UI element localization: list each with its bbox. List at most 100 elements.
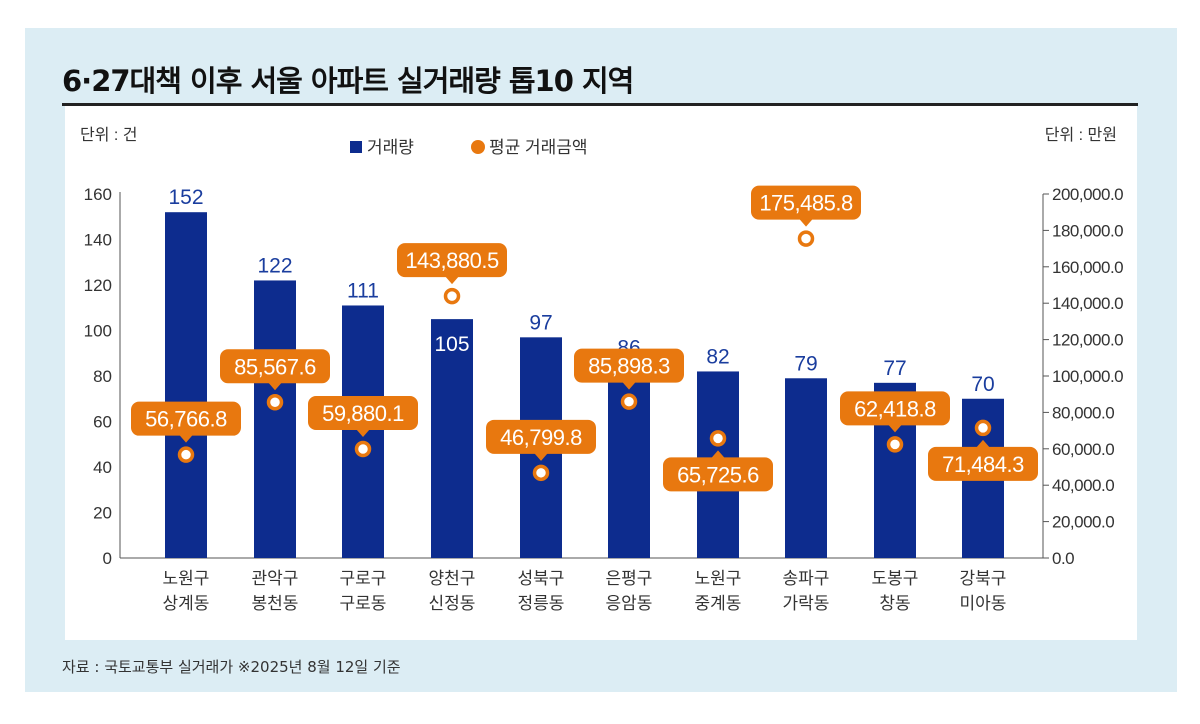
source-note: 자료 : 국토교통부 실거래가 ※2025년 8월 12일 기준 [62,658,401,676]
right-tick-label: 200,000.0 [1052,185,1123,204]
category-label-dong: 봉천동 [252,594,299,613]
price-value-label: 46,799.8 [500,425,582,450]
legend-bar-swatch [350,141,362,153]
bar-value-label: 77 [883,357,906,380]
callout-pointer [711,450,725,459]
right-tick-label: 60,000.0 [1052,440,1114,459]
callout-box [840,391,950,426]
price-callout: 175,485.8 [751,185,861,227]
category-label-dong: 미아동 [960,594,1007,613]
left-tick-label: 100 [84,322,112,341]
price-callout: 59,880.1 [308,396,418,438]
category-label-district: 송파구 [783,569,830,588]
callout-box [220,349,330,384]
price-marker-3 [354,440,372,458]
bar-2 [254,280,296,558]
legend-label-price: 평균 거래금액 [489,138,588,157]
price-value-label: 175,485.8 [759,191,853,216]
price-marker-10 [974,419,992,437]
category-label-dong: 가락동 [783,594,830,613]
price-callout: 46,799.8 [486,419,596,461]
left-tick-label: 160 [84,185,112,204]
right-tick-label: 120,000.0 [1052,331,1123,350]
right-tick-label: 160,000.0 [1052,258,1123,277]
callout-pointer [622,381,636,390]
price-value-label: 62,418.8 [854,396,936,421]
price-value-label: 65,725.6 [677,462,759,487]
price-value-label: 85,567.6 [234,354,316,379]
left-tick-label: 40 [93,458,112,477]
price-marker-8 [797,230,815,247]
price-callout: 85,567.6 [220,349,330,391]
left-tick-label: 60 [93,413,112,432]
left-tick-label: 120 [84,276,112,295]
right-tick-label: 40,000.0 [1052,476,1114,495]
right-tick-label: 80,000.0 [1052,403,1114,422]
left-unit-label: 단위 : 건 [80,126,138,144]
category-label-district: 도봉구 [872,569,919,588]
price-marker-2 [266,394,284,411]
price-marker-1 [177,446,195,463]
callout-box [663,457,773,492]
title-divider [62,103,1138,106]
bar-4 [431,319,473,558]
category-label-dong: 신정동 [429,594,476,613]
price-marker-6 [620,393,638,410]
bar-value-label: 111 [347,279,379,302]
category-label-dong: 정릉동 [518,594,565,613]
price-value-label: 56,766.8 [145,407,227,432]
right-tick-label: 100,000.0 [1052,367,1123,386]
price-callout: 85,898.3 [574,348,684,390]
right-tick-label: 180,000.0 [1052,221,1123,240]
callout-pointer [534,452,548,461]
category-label-district: 강북구 [960,569,1007,588]
callout-box [928,446,1038,481]
bar-1 [165,212,207,558]
bar-value-label: 105 [434,333,469,356]
category-label-dong: 구로동 [340,594,387,613]
right-tick-label: 20,000.0 [1052,513,1114,532]
callout-pointer [356,429,370,438]
category-label-district: 구로구 [340,569,387,588]
callout-pointer [888,424,902,433]
price-marker-9 [886,436,904,453]
callout-pointer [976,439,990,448]
legend-dot-swatch [471,140,485,154]
callout-box [751,185,861,220]
category-label-dong: 창동 [879,594,910,613]
price-callout: 71,484.3 [928,439,1038,481]
price-callout: 143,880.5 [397,243,507,285]
category-label-district: 관악구 [252,569,299,588]
bar-value-label: 152 [168,186,203,209]
bar-6 [608,362,650,558]
left-tick-label: 80 [93,367,112,386]
callout-box [308,396,418,431]
right-tick-label: 0.0 [1052,549,1074,568]
bar-8 [785,378,827,558]
callout-box [397,243,507,278]
price-callout: 56,766.8 [131,401,241,443]
category-label-dong: 상계동 [163,594,210,613]
category-label-dong: 중계동 [695,594,742,613]
price-value-label: 59,880.1 [322,401,404,426]
price-marker-7 [709,430,727,447]
right-tick-label: 140,000.0 [1052,294,1123,313]
bar-value-label: 97 [529,311,552,334]
price-value-label: 85,898.3 [588,354,670,379]
bar-value-label: 79 [794,352,817,375]
callout-pointer [799,218,813,227]
price-marker-4 [443,287,461,305]
price-marker-5 [532,464,550,482]
bar-value-label: 122 [257,254,292,277]
callout-box [486,419,596,454]
bar-value-label: 70 [971,373,994,396]
category-label-district: 노원구 [695,569,742,588]
category-label-district: 은평구 [606,569,653,588]
price-value-label: 71,484.3 [942,452,1024,477]
right-unit-label: 단위 : 만원 [1045,126,1117,144]
left-tick-label: 140 [84,231,112,250]
price-callout: 62,418.8 [840,391,950,433]
chart-title: 6·27대책 이후 서울 아파트 실거래량 톱10 지역 [62,64,634,98]
